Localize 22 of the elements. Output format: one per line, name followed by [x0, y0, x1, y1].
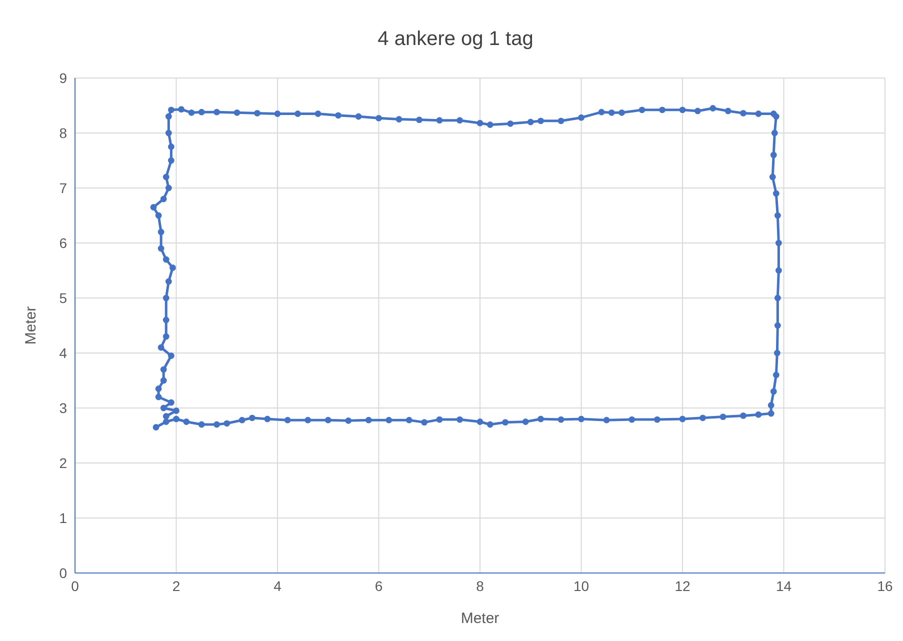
y-tick-label: 8: [59, 124, 68, 141]
y-axis-title: Meter: [22, 306, 40, 345]
y-tick-label: 6: [59, 234, 68, 251]
x-tick-label: 10: [573, 578, 590, 594]
x-tick-label: 16: [877, 578, 893, 594]
x-tick-label: 2: [172, 578, 180, 594]
y-tick-label: 3: [59, 400, 68, 416]
y-tick-label: 0: [59, 564, 68, 581]
y-tick-label: 5: [59, 290, 68, 306]
y-tick-label: 7: [59, 180, 68, 196]
y-tick-label: 4: [59, 344, 68, 361]
y-tick-label: 2: [59, 454, 68, 471]
y-tick-label: 9: [59, 70, 68, 86]
chart-title: 4 ankere og 1 tag: [376, 27, 534, 52]
x-axis-title: Meter: [460, 610, 500, 627]
x-tick-label: 6: [374, 578, 383, 594]
x-tick-label: 4: [274, 578, 282, 594]
x-tick-label: 0: [71, 578, 80, 594]
x-tick-label: 12: [674, 578, 690, 594]
y-tick-label: 1: [59, 510, 68, 526]
x-tick-label: 8: [476, 578, 484, 594]
x-tick-label: 14: [776, 578, 792, 594]
